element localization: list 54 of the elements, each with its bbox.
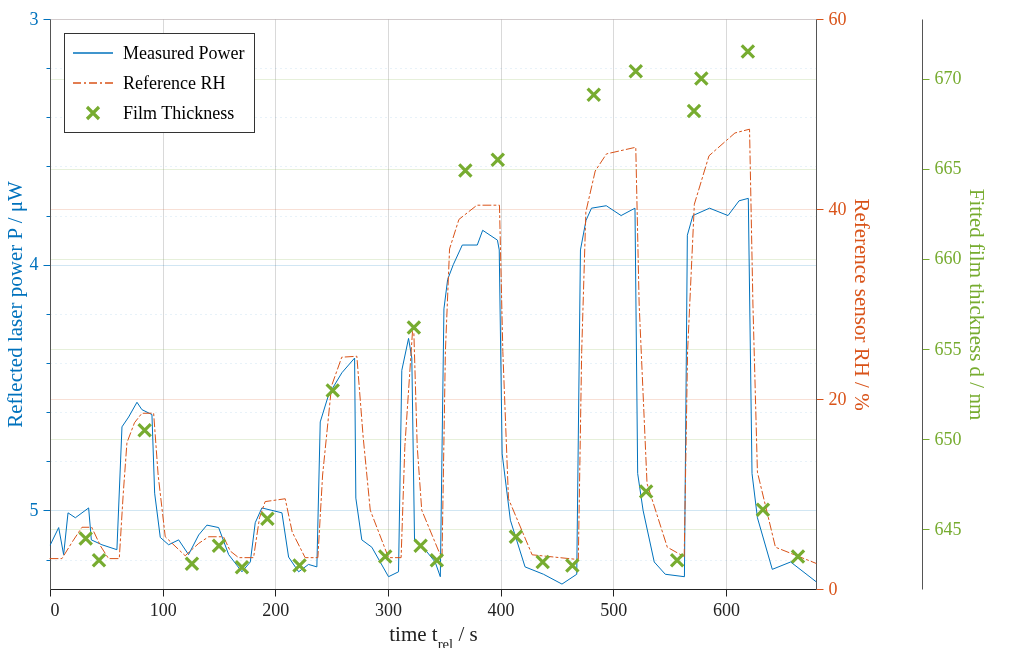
point xyxy=(291,557,308,574)
point xyxy=(693,70,710,87)
point xyxy=(628,63,644,80)
y3-tick-label: 645 xyxy=(934,518,962,539)
point xyxy=(586,87,602,103)
x-tick-label: 300 xyxy=(374,599,402,620)
x-tick-label: 0 xyxy=(50,599,60,620)
y2-tick-label: 40 xyxy=(828,198,847,219)
point xyxy=(234,559,250,576)
point xyxy=(669,552,685,568)
point xyxy=(259,510,276,527)
y2-tick-label: 60 xyxy=(828,8,847,29)
legend-label: Film Thickness xyxy=(123,102,235,125)
point xyxy=(77,530,94,547)
y3-tick-label: 655 xyxy=(934,338,962,359)
x-tick-label: 100 xyxy=(149,599,177,620)
point xyxy=(457,162,474,179)
y2-axis-title: Reference sensor RH / % xyxy=(849,198,874,411)
y-tick-label: 5 xyxy=(29,499,39,520)
point xyxy=(91,552,107,568)
x-tick-label: 500 xyxy=(600,599,628,620)
point xyxy=(490,151,506,168)
x-tick-label: 600 xyxy=(712,599,740,620)
point xyxy=(412,537,429,554)
x-tick-label: 400 xyxy=(487,599,515,620)
point xyxy=(184,556,200,572)
y-axis-title: Reflected laser power P / μW xyxy=(2,181,27,428)
point xyxy=(790,548,806,565)
point xyxy=(508,528,524,545)
y3-tick-label: 665 xyxy=(934,158,962,179)
y3-tick-label: 670 xyxy=(934,68,962,89)
y2-tick-label: 0 xyxy=(828,578,838,599)
y-tick-label: 3 xyxy=(29,8,39,29)
point xyxy=(740,43,756,60)
point xyxy=(429,552,445,568)
point xyxy=(534,554,551,570)
point xyxy=(136,422,153,438)
point xyxy=(406,319,422,336)
point xyxy=(638,483,654,500)
point xyxy=(564,557,581,574)
x-tick-label: 200 xyxy=(262,599,290,620)
y-tick-label: 4 xyxy=(29,254,39,275)
point xyxy=(377,548,393,565)
legend-label: Measured Power xyxy=(123,42,245,65)
point xyxy=(755,501,771,518)
point xyxy=(325,382,341,399)
point xyxy=(211,537,227,554)
y2-tick-label: 20 xyxy=(828,388,847,409)
x-axis-title: time t$_{rel}$ / s xyxy=(389,621,478,652)
y3-axis-title: Fitted film thickness d / nm xyxy=(964,188,989,421)
y3-tick-label: 660 xyxy=(934,248,962,269)
y3-tick-label: 650 xyxy=(934,428,962,449)
point xyxy=(686,103,702,119)
legend-label: Reference RH xyxy=(123,72,226,95)
